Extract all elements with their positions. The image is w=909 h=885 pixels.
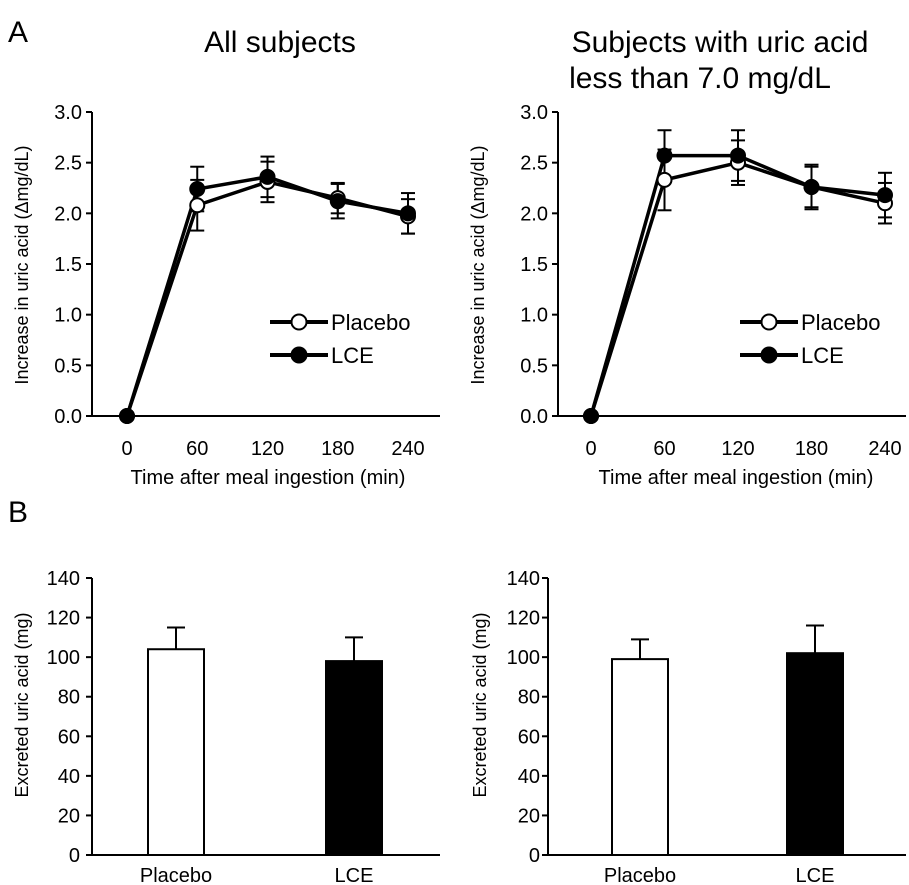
y-tick-label: 100 xyxy=(47,647,80,669)
y-tick-label: 3.0 xyxy=(520,102,548,124)
data-point-lce xyxy=(803,178,820,195)
y-tick-label: 0.0 xyxy=(520,406,548,428)
data-point-lce xyxy=(656,147,673,164)
x-tick-label: Placebo xyxy=(140,865,212,885)
y-tick-label: 0 xyxy=(529,845,540,867)
y-tick-label: 40 xyxy=(518,766,540,788)
y-tick-label: 120 xyxy=(47,608,80,630)
plot-area: 0 20 40 60 80 100 120 140 Placebo LCE xyxy=(47,568,440,885)
x-tick-label: LCE xyxy=(796,865,835,885)
plot-area: 0.0 0.5 1.0 1.5 2.0 2.5 3.0 0 60 120 180 240 Placebo… xyxy=(520,102,906,460)
chart-title-line-1: Subjects with uric acid xyxy=(572,26,869,59)
y-tick-label: 20 xyxy=(58,805,80,827)
bar-chart-all-subjects: Excreted uric acid (mg) 0 20 40 60 80 100 120 1… xyxy=(12,568,440,885)
y-tick-label: 120 xyxy=(507,608,540,630)
series-line-placebo xyxy=(125,180,409,417)
data-point-placebo xyxy=(656,171,673,188)
data-point-lce xyxy=(730,147,746,164)
y-tick-label: 0.5 xyxy=(520,355,548,377)
y-tick-label: 0.5 xyxy=(54,355,82,377)
bar-placebo xyxy=(611,658,669,856)
y-tick-label: 2.0 xyxy=(520,203,548,225)
series-line-placebo xyxy=(589,160,886,417)
y-tick-label: 2.5 xyxy=(520,153,548,175)
y-tick-label: 140 xyxy=(47,568,80,590)
data-point-lce xyxy=(119,408,135,424)
data-point-lce xyxy=(259,168,276,185)
legend-label: LCE xyxy=(801,343,844,368)
x-tick-label: LCE xyxy=(335,865,374,885)
chart-title-line-2: less than 7.0 mg/dL xyxy=(569,62,831,95)
x-axis-label: Time after meal ingestion (min) xyxy=(131,467,406,489)
y-tick-label: 60 xyxy=(58,726,80,748)
x-tick-label: 180 xyxy=(321,438,354,460)
x-tick-label: 120 xyxy=(251,438,284,460)
x-tick-label: 0 xyxy=(121,438,132,460)
y-tick-label: 60 xyxy=(518,726,540,748)
series-line-lce xyxy=(125,175,409,417)
y-axis-label: Increase in uric acid (Δmg/dL) xyxy=(468,145,488,384)
data-point-lce xyxy=(189,181,206,198)
plot-area: 0 20 40 60 80 100 120 140 Placebo LCE xyxy=(507,568,906,885)
data-point-lce xyxy=(400,205,416,222)
data-point-placebo xyxy=(189,197,206,214)
y-tick-label: 20 xyxy=(518,805,540,827)
x-tick-label: 240 xyxy=(868,438,901,460)
y-tick-label: 3.0 xyxy=(54,102,82,124)
x-axis-label: Time after meal ingestion (min) xyxy=(599,467,874,489)
y-tick-label: 0.0 xyxy=(54,406,82,428)
x-tick-label: 240 xyxy=(391,438,424,460)
legend-marker xyxy=(760,313,778,331)
y-axis-label: Excreted uric acid (mg) xyxy=(470,612,490,797)
x-tick-label: 0 xyxy=(585,438,596,460)
legend-marker xyxy=(760,346,778,364)
plot-area: 0.0 0.5 1.0 1.5 2.0 2.5 3.0 0 60 120 180 240 Placebo… xyxy=(54,102,440,460)
y-tick-label: 2.0 xyxy=(54,203,82,225)
legend-label: Placebo xyxy=(331,310,411,335)
x-tick-label: 60 xyxy=(186,438,208,460)
y-tick-label: 140 xyxy=(507,568,540,590)
y-tick-label: 1.0 xyxy=(54,305,82,327)
line-chart-all-subjects: All subjects Increase in uric acid (Δmg/… xyxy=(12,26,440,489)
y-axis-label: Excreted uric acid (mg) xyxy=(12,612,32,797)
y-tick-label: 1.5 xyxy=(520,254,548,276)
panel-label-a: A xyxy=(8,16,28,49)
legend-label: LCE xyxy=(331,343,374,368)
y-tick-label: 100 xyxy=(507,647,540,669)
data-point-lce xyxy=(877,187,893,204)
y-tick-label: 80 xyxy=(518,687,540,709)
legend-label: Placebo xyxy=(801,310,881,335)
panel-label-b: B xyxy=(8,496,28,529)
bar-lce xyxy=(786,652,844,857)
y-tick-label: 80 xyxy=(58,687,80,709)
legend-marker xyxy=(290,346,308,364)
x-tick-label: 60 xyxy=(653,438,675,460)
y-tick-label: 40 xyxy=(58,766,80,788)
chart-title: All subjects xyxy=(204,26,356,59)
y-tick-label: 2.5 xyxy=(54,153,82,175)
x-tick-label: Placebo xyxy=(604,865,676,885)
y-tick-label: 0 xyxy=(69,845,80,867)
legend-marker xyxy=(290,313,308,331)
data-point-lce xyxy=(329,193,346,210)
bar-lce xyxy=(325,660,383,856)
data-point-lce xyxy=(583,408,599,424)
x-tick-label: 180 xyxy=(795,438,828,460)
y-tick-label: 1.5 xyxy=(54,254,82,276)
bar-placebo xyxy=(147,648,205,856)
bar-chart-low-uric-acid: Excreted uric acid (mg) 0 20 40 60 80 100 120 1… xyxy=(470,568,906,885)
y-axis-label: Increase in uric acid (Δmg/dL) xyxy=(12,145,32,384)
y-tick-label: 1.0 xyxy=(520,305,548,327)
line-chart-low-uric-acid: Subjects with uric acid less than 7.0 mg… xyxy=(468,26,906,489)
x-tick-label: 120 xyxy=(721,438,754,460)
